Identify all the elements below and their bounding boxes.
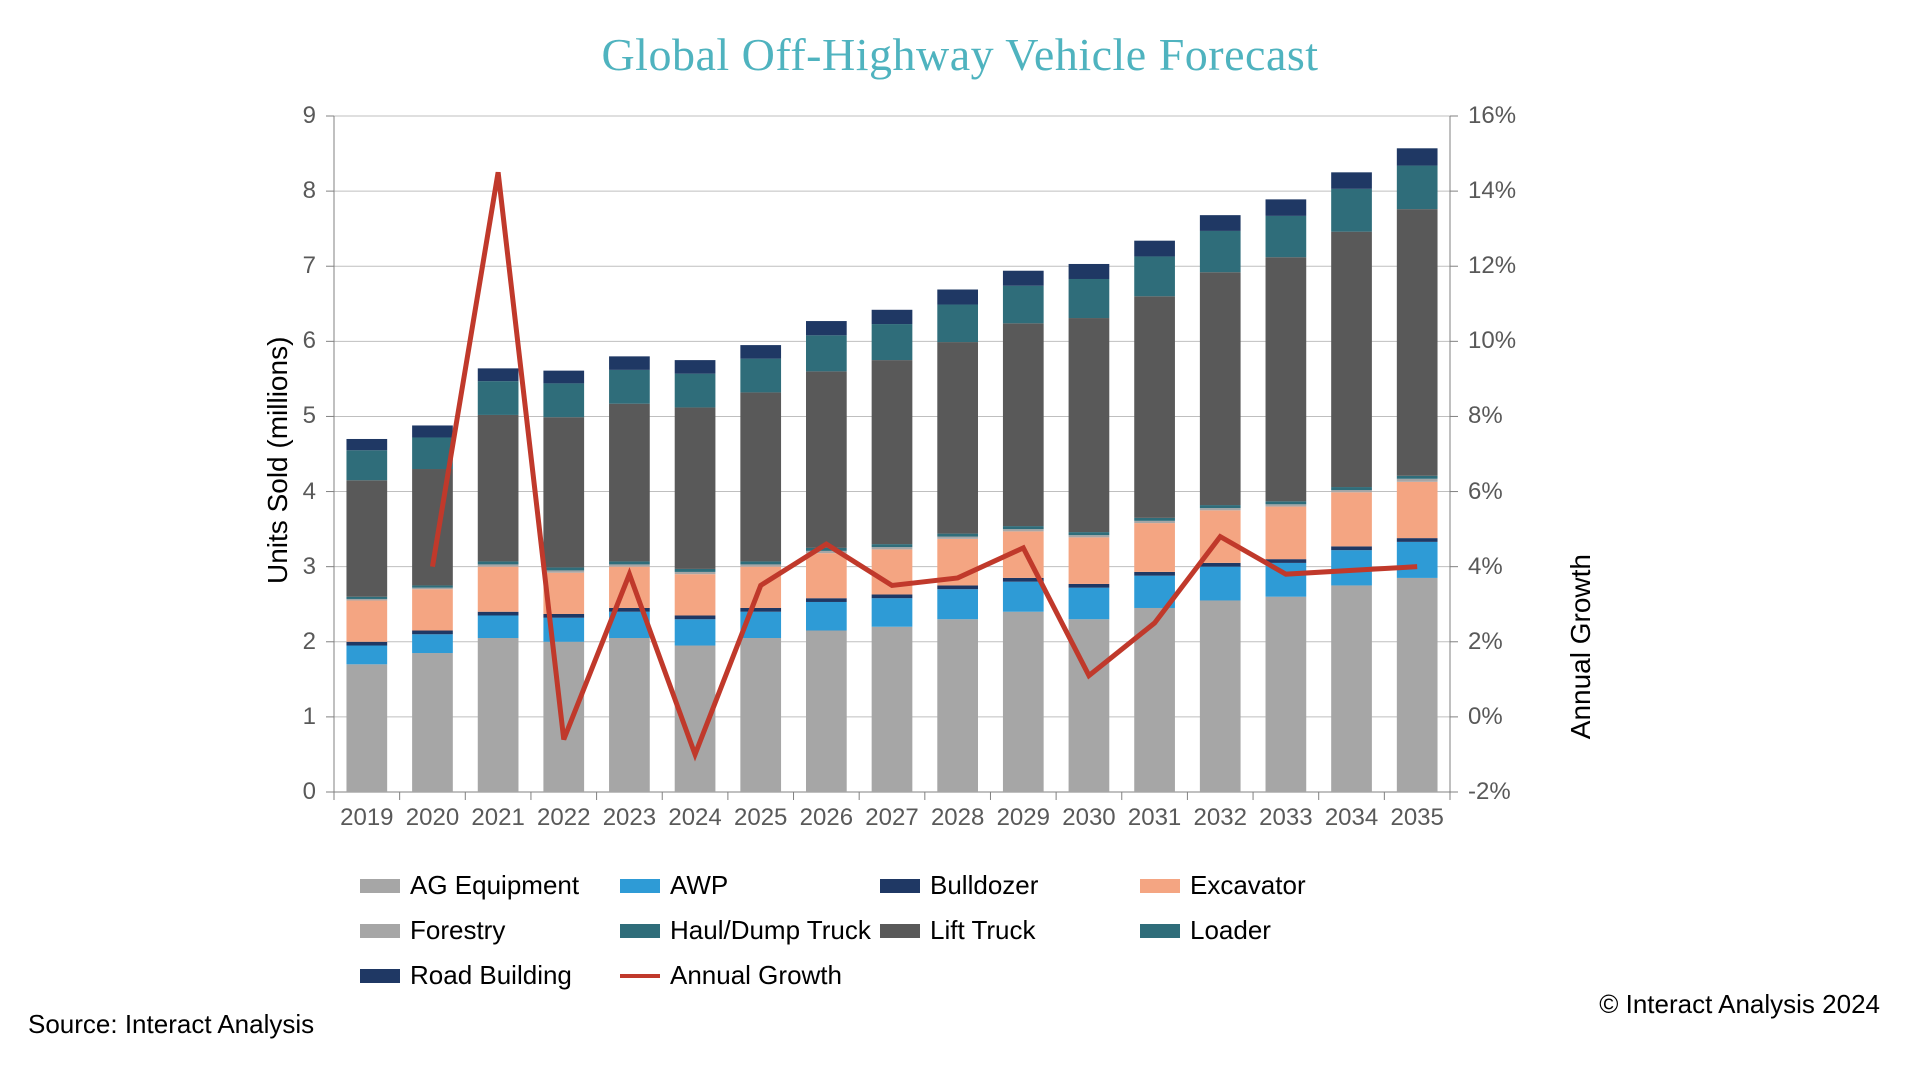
legend-label: Excavator xyxy=(1190,870,1306,901)
legend-item: AG Equipment xyxy=(360,870,620,901)
page-root: Global Off-Highway Vehicle Forecast Unit… xyxy=(0,0,1920,1080)
x-category-label: 2019 xyxy=(340,804,393,832)
x-category-label: 2022 xyxy=(537,804,590,832)
right-y-tick: 4% xyxy=(1468,553,1503,581)
chart-title: Global Off-Highway Vehicle Forecast xyxy=(0,28,1920,81)
legend-label: Lift Truck xyxy=(930,915,1035,946)
legend-label: Loader xyxy=(1190,915,1271,946)
right-y-tick: 0% xyxy=(1468,703,1503,731)
right-y-tick: 10% xyxy=(1468,327,1516,355)
legend-swatch xyxy=(1140,879,1180,893)
legend-item: Road Building xyxy=(360,960,620,991)
right-y-tick: 12% xyxy=(1468,252,1516,280)
legend-item: Loader xyxy=(1140,915,1400,946)
x-category-label: 2027 xyxy=(865,804,918,832)
legend-item: AWP xyxy=(620,870,880,901)
left-y-tick: 0 xyxy=(303,778,316,806)
legend-item: Excavator xyxy=(1140,870,1400,901)
right-y-tick: 2% xyxy=(1468,628,1503,656)
copyright-text: © Interact Analysis 2024 xyxy=(1599,989,1880,1020)
legend-swatch xyxy=(620,974,660,978)
x-category-label: 2024 xyxy=(668,804,721,832)
left-y-tick: 1 xyxy=(303,703,316,731)
left-y-tick: 7 xyxy=(303,252,316,280)
legend-swatch xyxy=(880,879,920,893)
x-category-label: 2026 xyxy=(800,804,853,832)
legend-item: Bulldozer xyxy=(880,870,1140,901)
x-category-label: 2031 xyxy=(1128,804,1181,832)
x-category-label: 2029 xyxy=(997,804,1050,832)
legend-label: AG Equipment xyxy=(410,870,579,901)
left-y-tick: 3 xyxy=(303,553,316,581)
legend-swatch xyxy=(620,924,660,938)
x-category-label: 2023 xyxy=(603,804,656,832)
left-y-tick: 4 xyxy=(303,478,316,506)
legend-swatch xyxy=(620,879,660,893)
left-axis-label: Units Sold (millions) xyxy=(262,337,294,584)
legend: AG Equipment AWP Bulldozer Excavator Forestr… xyxy=(360,870,1420,991)
legend-swatch xyxy=(880,924,920,938)
x-category-label: 2035 xyxy=(1390,804,1443,832)
left-y-tick: 2 xyxy=(303,628,316,656)
legend-label: Annual Growth xyxy=(670,960,842,991)
left-y-tick: 5 xyxy=(303,402,316,430)
x-category-label: 2030 xyxy=(1062,804,1115,832)
right-y-tick: 14% xyxy=(1468,177,1516,205)
x-category-label: 2032 xyxy=(1194,804,1247,832)
legend-item: Forestry xyxy=(360,915,620,946)
legend-swatch xyxy=(360,924,400,938)
source-text: Source: Interact Analysis xyxy=(28,1009,314,1040)
right-y-tick: -2% xyxy=(1468,778,1511,806)
right-y-tick: 6% xyxy=(1468,478,1503,506)
legend-label: Bulldozer xyxy=(930,870,1038,901)
x-category-label: 2028 xyxy=(931,804,984,832)
right-axis-label: Annual Growth xyxy=(1565,554,1597,739)
legend-item: Annual Growth xyxy=(620,960,880,991)
chart-plot xyxy=(334,116,1450,792)
left-y-tick: 6 xyxy=(303,327,316,355)
legend-label: AWP xyxy=(670,870,728,901)
x-category-label: 2025 xyxy=(734,804,787,832)
legend-label: Forestry xyxy=(410,915,505,946)
left-y-tick: 9 xyxy=(303,102,316,130)
x-category-label: 2033 xyxy=(1259,804,1312,832)
legend-item: Lift Truck xyxy=(880,915,1140,946)
legend-swatch xyxy=(1140,924,1180,938)
legend-label: Road Building xyxy=(410,960,572,991)
legend-label: Haul/Dump Truck xyxy=(670,915,871,946)
right-y-tick: 8% xyxy=(1468,402,1503,430)
x-category-label: 2020 xyxy=(406,804,459,832)
x-category-label: 2034 xyxy=(1325,804,1378,832)
right-y-tick: 16% xyxy=(1468,102,1516,130)
legend-swatch xyxy=(360,969,400,983)
left-y-tick: 8 xyxy=(303,177,316,205)
legend-item: Haul/Dump Truck xyxy=(620,915,880,946)
legend-swatch xyxy=(360,879,400,893)
x-category-label: 2021 xyxy=(471,804,524,832)
